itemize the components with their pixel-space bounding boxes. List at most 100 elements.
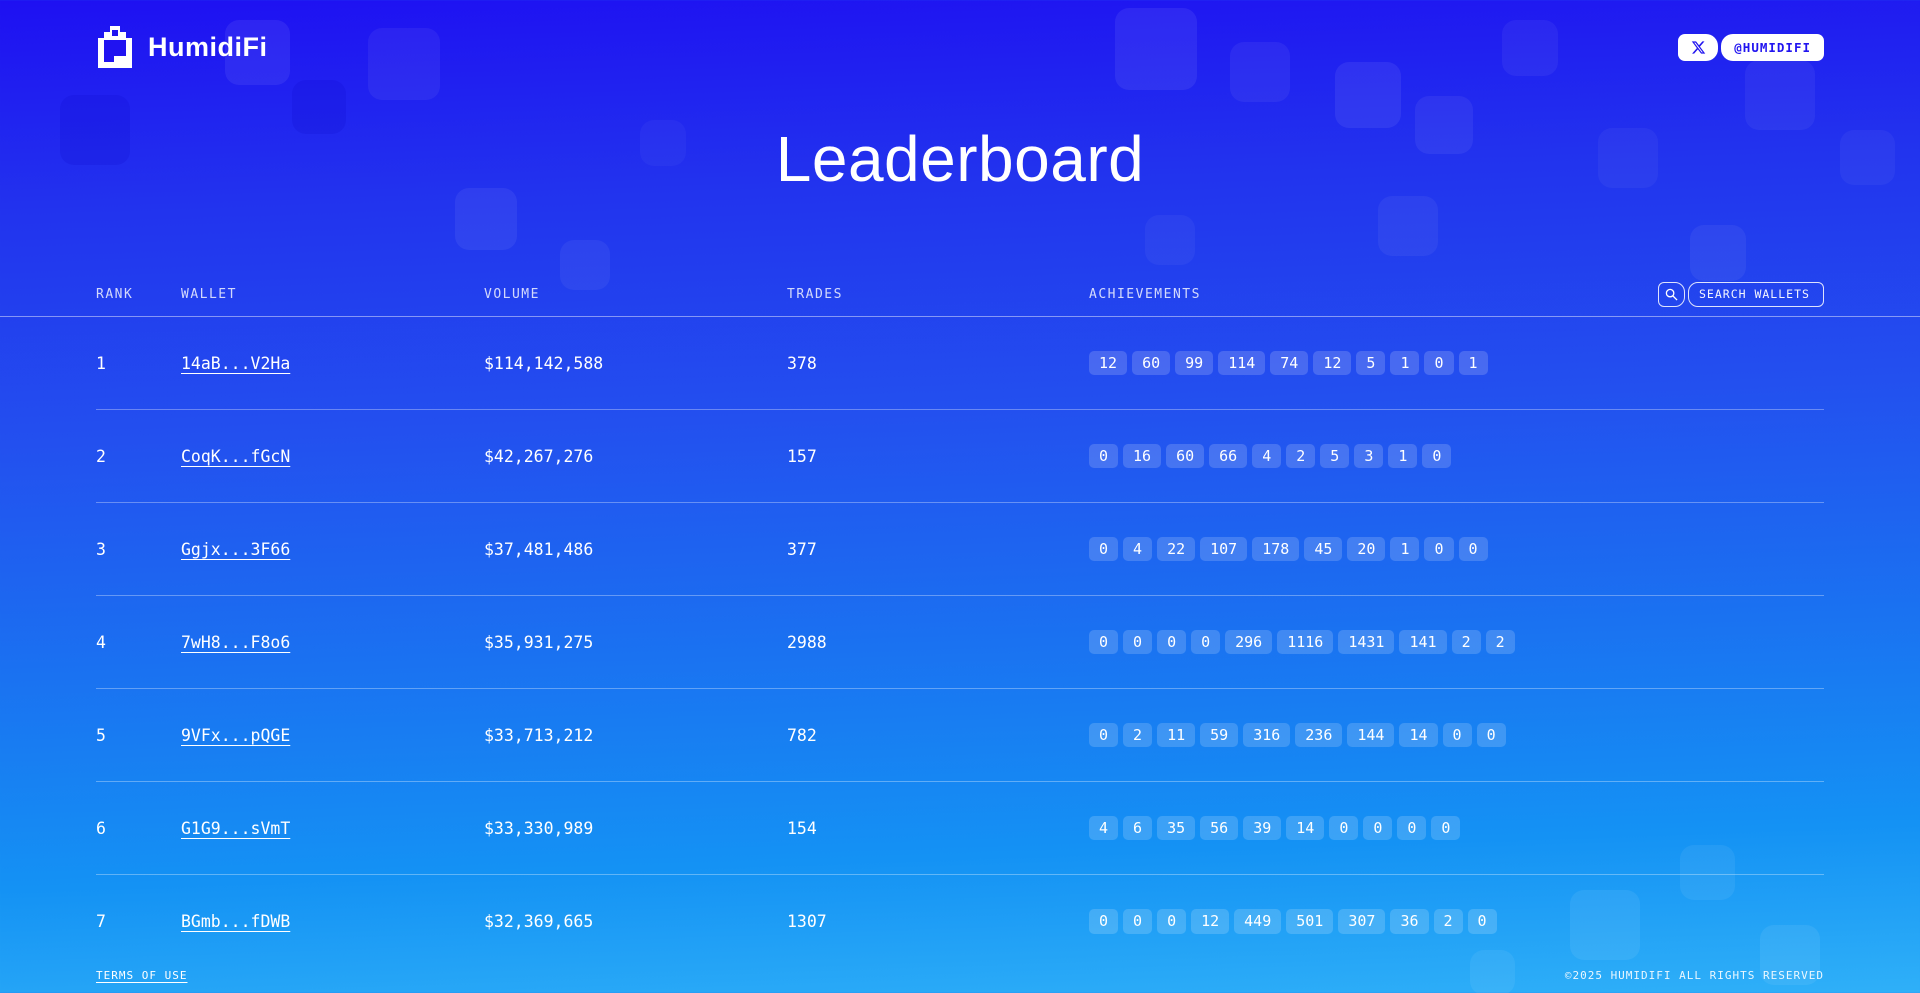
achievement-badge: 0 <box>1123 909 1153 934</box>
achievement-badge: 236 <box>1295 722 1343 748</box>
achievement-badge: 144 <box>1347 722 1395 748</box>
achievement-badge: 1 <box>1390 536 1420 562</box>
table-row: 7 BGmb...fDWB $32,369,665 1307 0 0 0 12 449 5… <box>96 875 1824 968</box>
volume-cell: $33,713,212 <box>484 725 594 745</box>
achievement-badge: 0 <box>1422 443 1452 469</box>
achievements-cell: 0 0 0 0 296 1116 1431 141 2 2 <box>1089 629 1824 655</box>
search-wallets <box>1658 281 1824 307</box>
decor-tile <box>1745 60 1815 130</box>
wallet-link[interactable]: 7wH8...F8o6 <box>181 632 291 652</box>
achievement-badge: 0 <box>1089 443 1119 469</box>
terms-of-use-link[interactable]: TERMS OF USE <box>96 969 188 982</box>
achievement-badge: 59 <box>1200 722 1239 748</box>
x-social-button[interactable]: @HUMIDIFI <box>1678 33 1824 61</box>
wallet-link[interactable]: 9VFx...pQGE <box>181 725 291 745</box>
achievement-badge: 114 <box>1218 350 1266 376</box>
achievement-badge: 20 <box>1347 536 1386 562</box>
achievement-badge: 5 <box>1320 443 1350 469</box>
achievement-badge: 0 <box>1363 815 1393 841</box>
col-header-wallet: WALLET <box>181 286 237 302</box>
trades-cell: 377 <box>787 539 817 559</box>
achievement-badge: 60 <box>1166 443 1205 469</box>
achievement-badge: 6 <box>1123 815 1153 841</box>
topbar: HumidiFi @HUMIDIFI <box>96 24 1824 70</box>
decor-tile <box>1145 215 1195 265</box>
achievement-badge: 14 <box>1286 815 1325 841</box>
achievement-badge: 45 <box>1304 536 1343 562</box>
col-header-volume: VOLUME <box>484 286 540 302</box>
achievement-badge: 4 <box>1252 443 1282 469</box>
achievement-badge: 39 <box>1243 815 1282 841</box>
achievements-cell: 0 2 11 59 316 236 144 14 0 0 <box>1089 722 1824 748</box>
brand-logo[interactable]: HumidiFi <box>96 26 268 68</box>
achievement-badge: 307 <box>1338 909 1386 934</box>
achievement-badge: 12 <box>1089 350 1128 376</box>
x-logo-icon <box>1678 33 1719 61</box>
achievement-badge: 0 <box>1089 909 1119 934</box>
achievement-badge: 0 <box>1157 629 1187 655</box>
trades-cell: 154 <box>787 818 817 838</box>
rank-cell: 2 <box>96 446 106 466</box>
rank-cell: 3 <box>96 539 106 559</box>
table-row: 4 7wH8...F8o6 $35,931,275 2988 0 0 0 0 296 11… <box>96 596 1824 689</box>
trades-cell: 782 <box>787 725 817 745</box>
wallet-link[interactable]: BGmb...fDWB <box>181 912 291 931</box>
trades-cell: 157 <box>787 446 817 466</box>
achievement-badge: 66 <box>1209 443 1248 469</box>
achievement-badge: 296 <box>1225 629 1273 655</box>
header-divider <box>0 316 1920 317</box>
humidifi-droplet-icon <box>96 26 134 68</box>
volume-cell: $33,330,989 <box>484 818 594 838</box>
rank-cell: 5 <box>96 725 106 745</box>
achievement-badge: 141 <box>1399 629 1447 655</box>
col-header-rank: RANK <box>96 286 134 302</box>
achievement-badge: 2 <box>1451 629 1481 655</box>
wallet-link[interactable]: G1G9...sVmT <box>181 818 291 838</box>
trades-cell: 378 <box>787 353 817 373</box>
achievement-badge: 16 <box>1123 443 1162 469</box>
achievement-badge: 2 <box>1123 722 1153 748</box>
achievement-badge: 0 <box>1329 815 1359 841</box>
copyright-text: ©2025 HUMIDIFI ALL RIGHTS RESERVED <box>1564 969 1824 982</box>
volume-cell: $32,369,665 <box>484 912 594 931</box>
achievement-badge: 0 <box>1424 350 1454 376</box>
wallet-link[interactable]: CoqK...fGcN <box>181 446 291 466</box>
achievement-badge: 0 <box>1458 536 1488 562</box>
rank-cell: 4 <box>96 632 106 652</box>
achievement-badge: 0 <box>1157 909 1187 934</box>
volume-cell: $35,931,275 <box>484 632 594 652</box>
achievement-badge: 1116 <box>1277 629 1334 655</box>
achievement-badge: 0 <box>1476 722 1506 748</box>
achievement-badge: 12 <box>1191 909 1230 934</box>
achievements-cell: 12 60 99 114 74 12 5 1 0 1 <box>1089 350 1824 376</box>
table-header: RANK WALLET VOLUME TRADES ACHIEVEMENTS <box>96 272 1824 316</box>
achievement-badge: 0 <box>1089 722 1119 748</box>
wallet-link[interactable]: Ggjx...3F66 <box>181 539 291 559</box>
x-handle-label: @HUMIDIFI <box>1721 33 1824 61</box>
volume-cell: $42,267,276 <box>484 446 594 466</box>
wallet-link[interactable]: 14aB...V2Ha <box>181 353 291 373</box>
achievement-badge: 501 <box>1286 909 1334 934</box>
search-icon <box>1658 281 1685 307</box>
achievement-badge: 74 <box>1270 350 1309 376</box>
achievement-badge: 12 <box>1313 350 1352 376</box>
achievement-badge: 316 <box>1243 722 1291 748</box>
rank-cell: 7 <box>96 912 106 931</box>
table-row: 3 Ggjx...3F66 $37,481,486 377 0 4 22 107 178… <box>96 503 1824 596</box>
achievements-cell: 4 6 35 56 39 14 0 0 0 0 <box>1089 815 1824 841</box>
brand-name: HumidiFi <box>148 31 268 62</box>
achievement-badge: 4 <box>1089 815 1119 841</box>
decor-tile <box>1378 196 1438 256</box>
achievement-badge: 0 <box>1442 722 1472 748</box>
achievement-badge: 35 <box>1157 815 1196 841</box>
trades-cell: 1307 <box>787 912 827 931</box>
decor-tile <box>1335 62 1401 128</box>
achievement-badge: 60 <box>1132 350 1171 376</box>
achievement-badge: 3 <box>1354 443 1384 469</box>
achievement-badge: 0 <box>1397 815 1427 841</box>
achievement-badge: 22 <box>1157 536 1196 562</box>
achievement-badge: 56 <box>1200 815 1239 841</box>
achievement-badge: 0 <box>1089 536 1119 562</box>
achievement-badge: 1 <box>1458 350 1488 376</box>
search-input[interactable] <box>1689 287 1823 301</box>
